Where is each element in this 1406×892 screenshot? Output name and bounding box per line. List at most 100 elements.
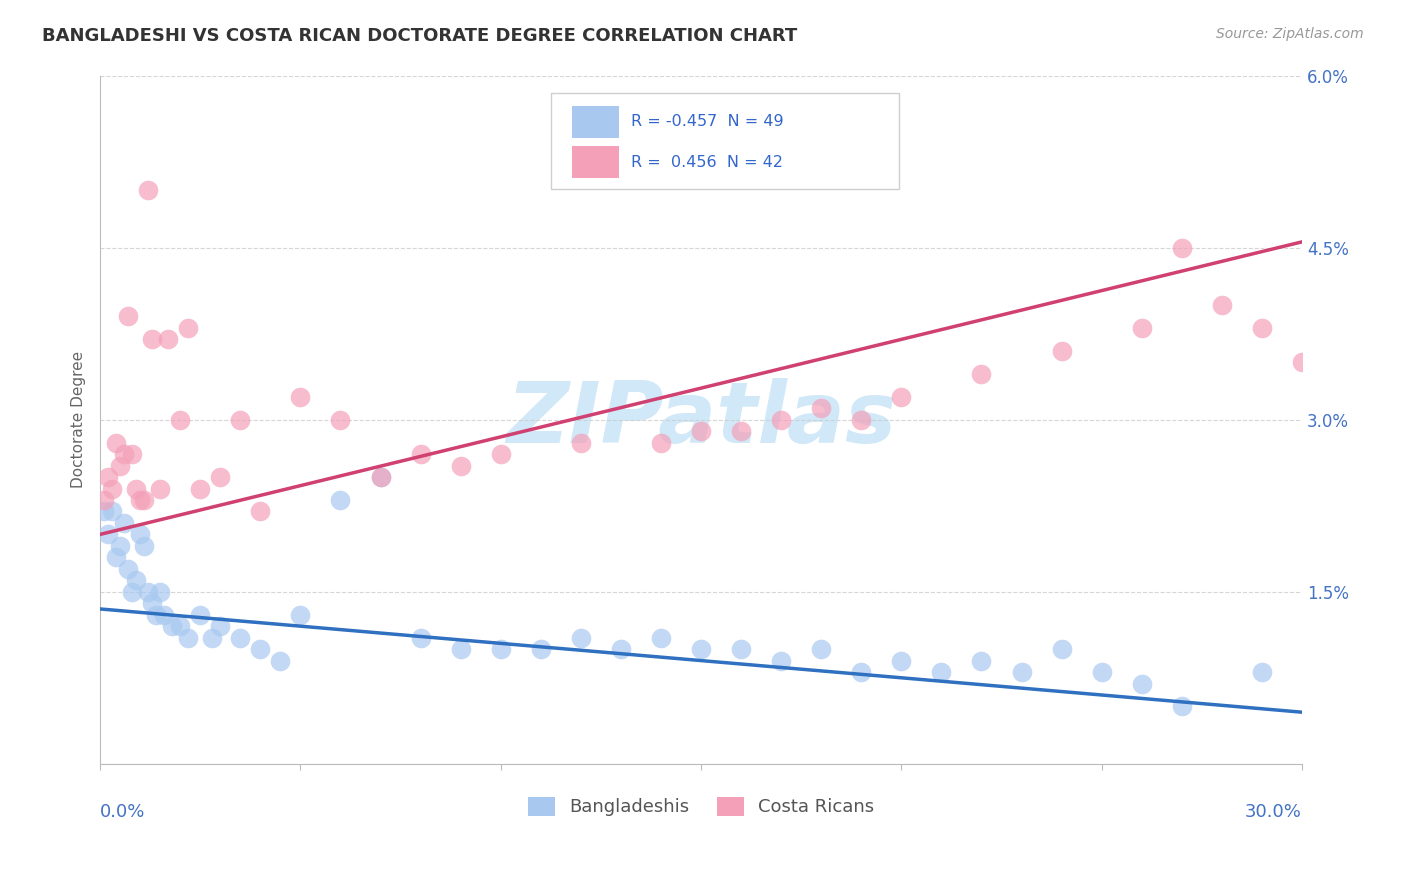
Text: 30.0%: 30.0% (1246, 803, 1302, 821)
Point (770, 654, 793, 668)
Point (129, 527, 152, 541)
Y-axis label: Doctorate Degree: Doctorate Degree (72, 351, 86, 488)
Point (409, 447, 432, 461)
Point (890, 654, 912, 668)
Point (101, 504, 124, 518)
Legend: Bangladeshis, Costa Ricans: Bangladeshis, Costa Ricans (520, 789, 882, 823)
Point (125, 574, 148, 588)
Point (149, 482, 172, 496)
Point (136, 584, 159, 599)
Point (1011, 665, 1033, 679)
Point (141, 332, 163, 346)
Point (370, 470, 392, 484)
Point (112, 447, 135, 461)
Point (450, 642, 472, 657)
Point (121, 584, 143, 599)
Point (149, 584, 172, 599)
Point (134, 493, 156, 508)
Point (489, 447, 512, 461)
Point (177, 321, 200, 335)
Point (650, 435, 672, 450)
Point (1130, 321, 1153, 335)
Point (650, 631, 672, 645)
Point (1171, 699, 1194, 714)
Point (153, 607, 176, 622)
Point (610, 642, 633, 657)
Point (229, 412, 252, 426)
Point (169, 619, 191, 633)
Point (1211, 298, 1233, 312)
Point (117, 562, 139, 576)
Point (290, 607, 312, 622)
Point (249, 642, 271, 657)
Point (141, 596, 163, 610)
Text: ZIPatlas: ZIPatlas (506, 378, 896, 461)
Point (201, 631, 224, 645)
Point (970, 367, 993, 381)
Point (1091, 665, 1114, 679)
Point (209, 619, 232, 633)
Point (329, 493, 352, 508)
Point (1291, 355, 1313, 369)
Point (730, 642, 752, 657)
Point (851, 412, 873, 426)
Point (108, 539, 131, 553)
Point (329, 412, 352, 426)
Point (690, 642, 713, 657)
Point (1171, 241, 1194, 255)
Point (770, 412, 793, 426)
Point (134, 539, 156, 553)
FancyBboxPatch shape (572, 146, 619, 178)
Point (97, 527, 120, 541)
Text: Source: ZipAtlas.com: Source: ZipAtlas.com (1216, 27, 1364, 41)
Point (101, 482, 124, 496)
Point (229, 631, 252, 645)
Point (931, 665, 953, 679)
Point (112, 516, 135, 530)
Text: R =  0.456  N = 42: R = 0.456 N = 42 (631, 154, 783, 169)
Point (1251, 665, 1274, 679)
Point (450, 458, 472, 473)
Text: 0.0%: 0.0% (100, 803, 145, 821)
Point (209, 470, 232, 484)
Point (290, 390, 312, 404)
Point (970, 654, 993, 668)
Point (569, 435, 592, 450)
Point (730, 424, 752, 438)
Point (105, 435, 128, 450)
FancyBboxPatch shape (572, 106, 619, 137)
Point (690, 424, 713, 438)
Point (177, 631, 200, 645)
Text: R = -0.457  N = 49: R = -0.457 N = 49 (631, 114, 785, 129)
FancyBboxPatch shape (551, 93, 900, 189)
Point (489, 642, 512, 657)
Point (569, 631, 592, 645)
Point (1130, 676, 1153, 690)
Point (136, 183, 159, 197)
Point (93, 504, 115, 518)
Text: BANGLADESHI VS COSTA RICAN DOCTORATE DEGREE CORRELATION CHART: BANGLADESHI VS COSTA RICAN DOCTORATE DEG… (42, 27, 797, 45)
Point (162, 619, 184, 633)
Point (129, 493, 152, 508)
Point (169, 412, 191, 426)
Point (810, 642, 832, 657)
Point (530, 642, 553, 657)
Point (1251, 321, 1274, 335)
Point (105, 550, 128, 565)
Point (188, 482, 211, 496)
Point (370, 470, 392, 484)
Point (188, 607, 211, 622)
Point (810, 401, 832, 416)
Point (409, 631, 432, 645)
Point (117, 310, 139, 324)
Point (125, 482, 148, 496)
Point (890, 390, 912, 404)
Point (157, 332, 180, 346)
Point (269, 654, 291, 668)
Point (93, 493, 115, 508)
Point (145, 607, 167, 622)
Point (1050, 642, 1073, 657)
Point (108, 458, 131, 473)
Point (1050, 343, 1073, 358)
Point (97, 470, 120, 484)
